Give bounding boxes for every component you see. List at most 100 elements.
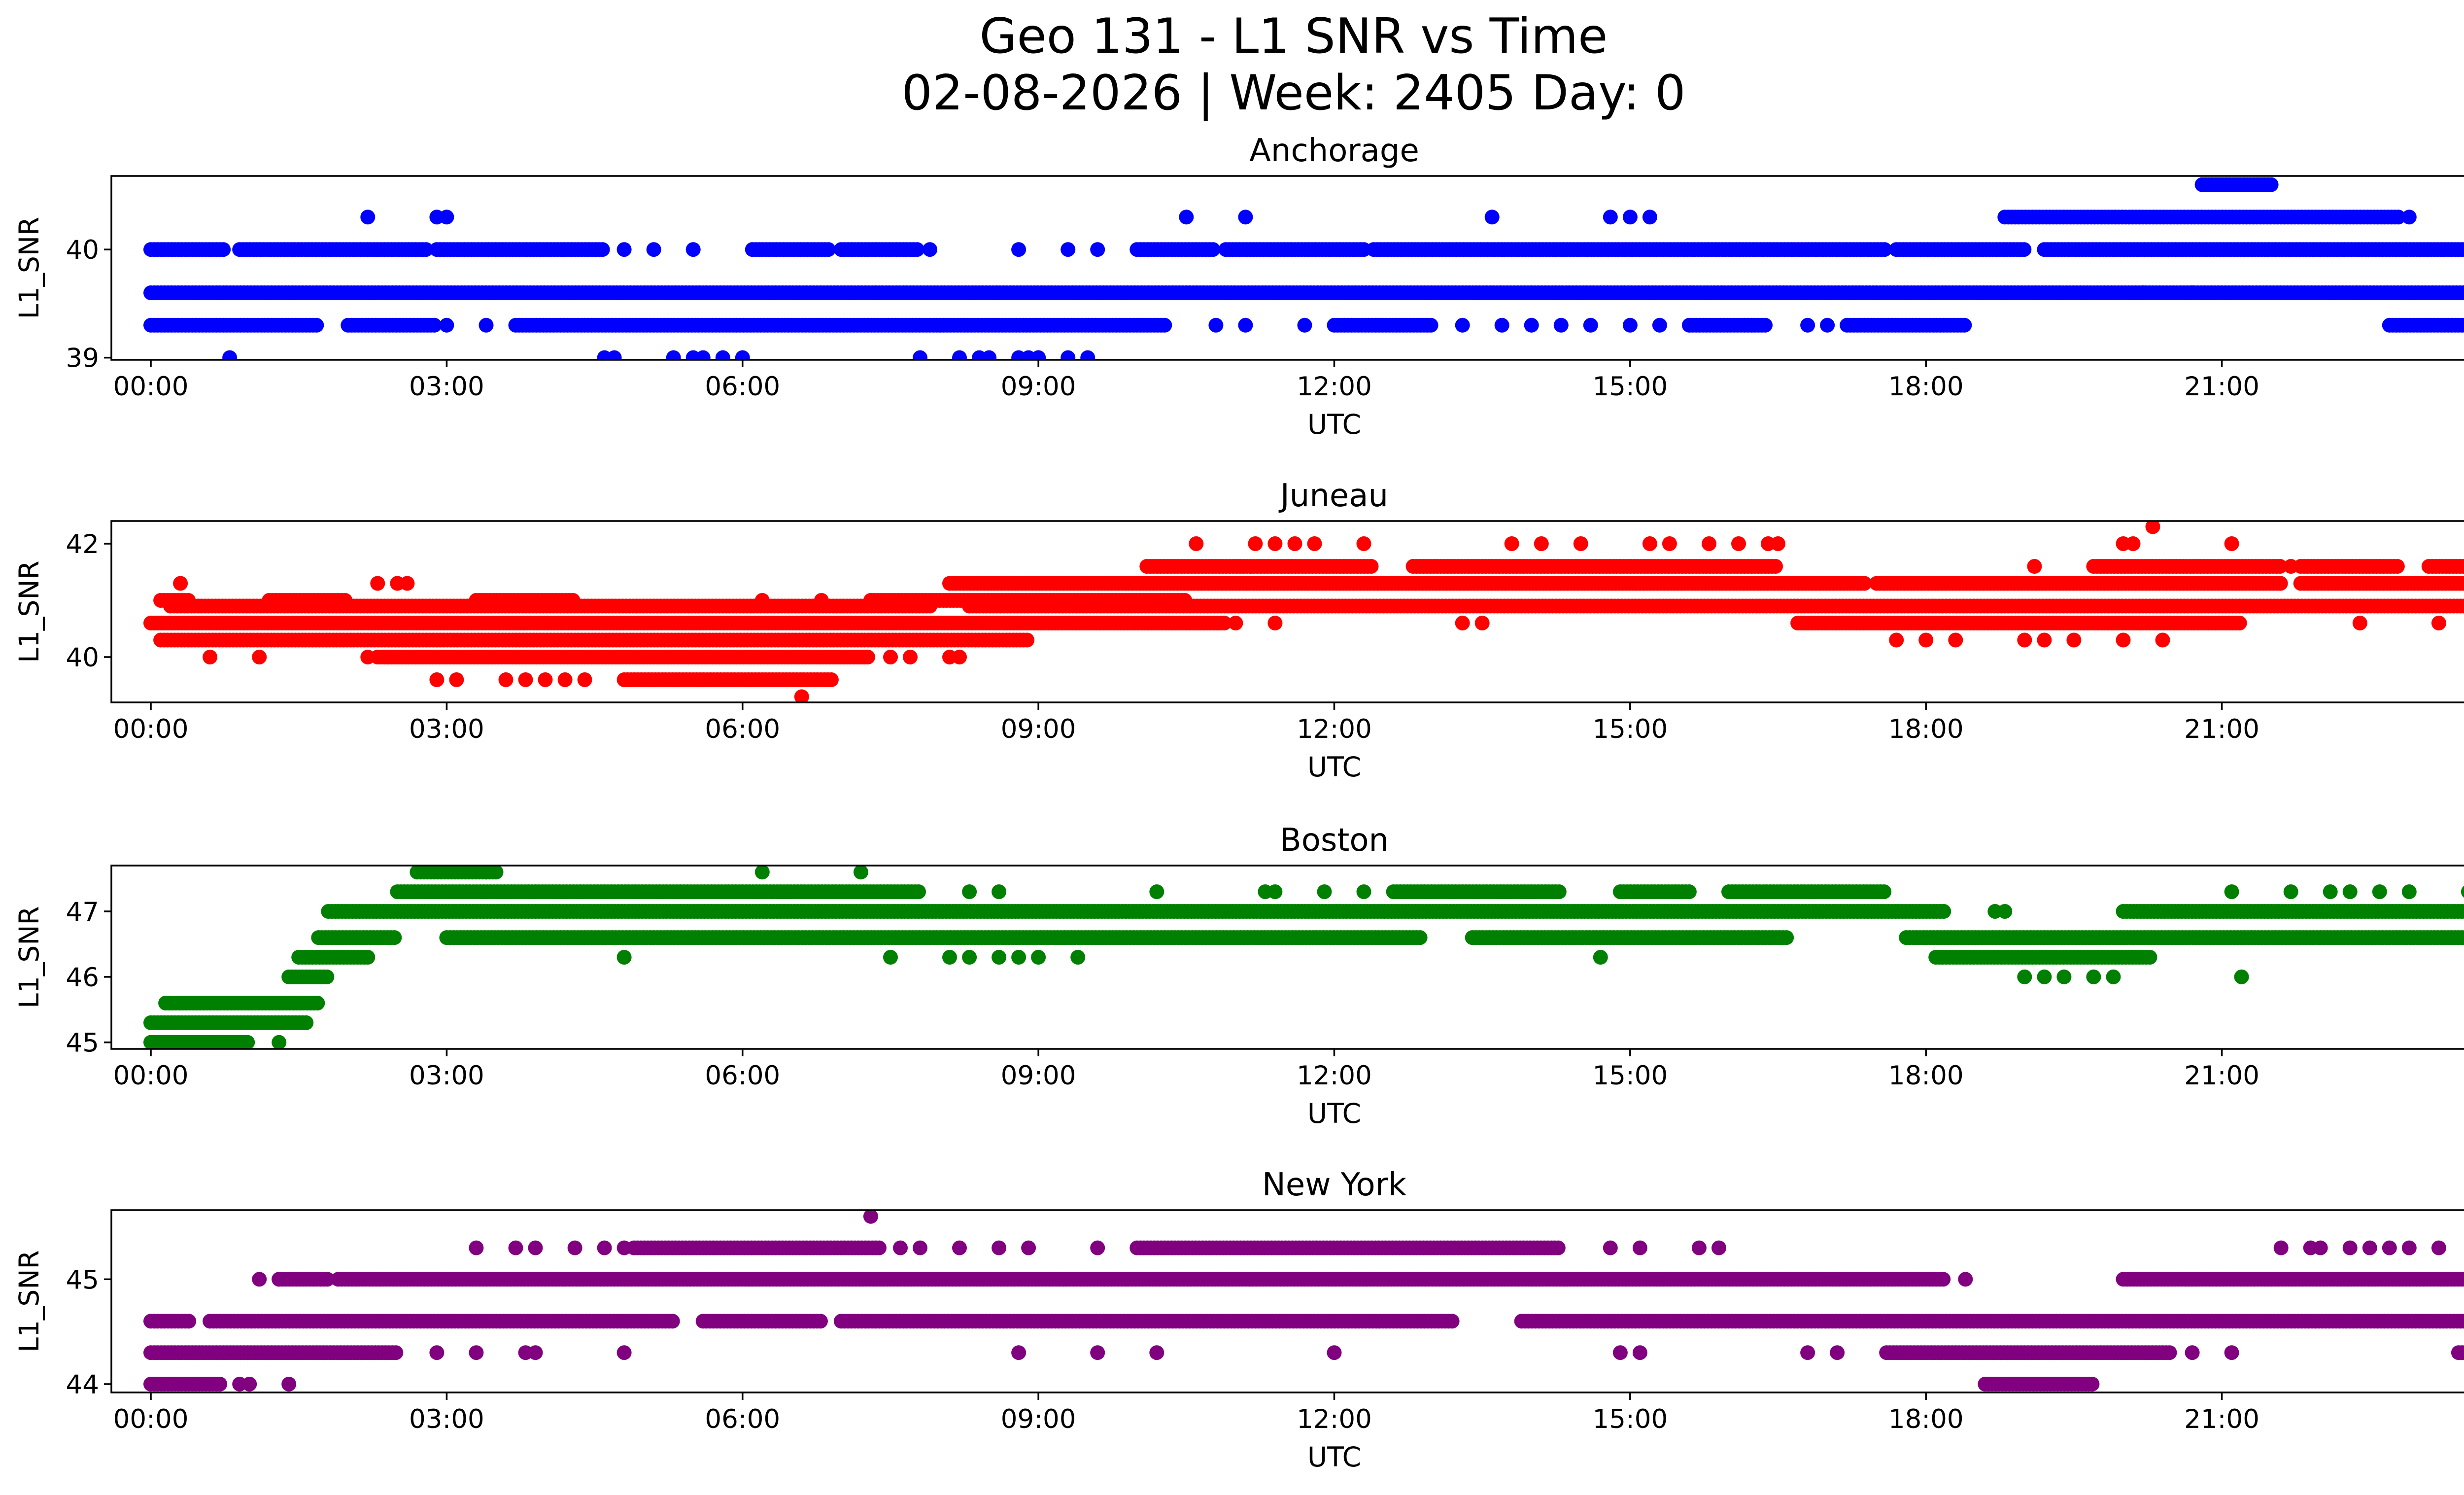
data-point bbox=[794, 689, 809, 702]
x-tick-label: 12:00 bbox=[1297, 372, 1372, 402]
figure-title-line2: 02-08-2026 | Week: 2405 Day: 0 bbox=[902, 65, 1686, 121]
data-point bbox=[1455, 317, 1470, 333]
data-point bbox=[427, 317, 442, 333]
data-point bbox=[1267, 536, 1283, 551]
data-point bbox=[1455, 616, 1470, 630]
data-point bbox=[685, 242, 701, 257]
data-point bbox=[1205, 242, 1221, 257]
data-point bbox=[1889, 632, 1904, 648]
data-point bbox=[913, 350, 927, 360]
data-point bbox=[2459, 559, 2464, 573]
anchorage-x-axis-label: UTC bbox=[1307, 409, 1361, 440]
data-point bbox=[923, 242, 937, 257]
data-point bbox=[2462, 579, 2464, 588]
data-point bbox=[400, 576, 415, 591]
x-tick-label: 15:00 bbox=[1592, 372, 1668, 402]
data-point bbox=[595, 242, 610, 257]
data-point bbox=[360, 950, 376, 965]
data-point bbox=[952, 650, 967, 664]
data-point bbox=[439, 209, 454, 225]
data-point bbox=[557, 672, 573, 687]
data-point bbox=[695, 350, 711, 360]
data-point bbox=[1189, 536, 1204, 551]
data-point bbox=[1642, 209, 1657, 225]
data-point bbox=[2283, 559, 2298, 574]
data-point bbox=[2017, 632, 2032, 648]
data-point bbox=[982, 350, 997, 360]
data-point bbox=[429, 672, 445, 687]
data-point bbox=[2352, 616, 2367, 630]
data-point bbox=[1061, 242, 1076, 257]
data-point bbox=[518, 672, 533, 687]
data-point bbox=[1494, 317, 1509, 333]
data-point bbox=[418, 242, 434, 257]
data-point bbox=[370, 576, 385, 591]
x-tick-label: 09:00 bbox=[1001, 372, 1076, 402]
y-tick-label: 40 bbox=[66, 235, 99, 265]
data-point bbox=[1307, 536, 1322, 551]
data-point bbox=[565, 593, 581, 608]
anchorage-markers bbox=[143, 177, 2464, 360]
data-point bbox=[538, 672, 553, 687]
data-point bbox=[240, 1035, 255, 1049]
x-tick-label: 21:00 bbox=[2184, 714, 2259, 744]
x-tick-label: 00:00 bbox=[113, 372, 189, 402]
boston-title: Boston bbox=[1280, 822, 1389, 859]
data-point bbox=[2273, 576, 2288, 591]
data-point bbox=[360, 209, 376, 225]
data-point bbox=[1768, 559, 1783, 574]
data-point bbox=[1177, 593, 1193, 608]
data-point bbox=[2145, 521, 2160, 534]
data-point bbox=[309, 317, 324, 333]
data-point bbox=[2461, 243, 2464, 255]
boston-markers bbox=[143, 866, 2464, 1049]
data-point bbox=[1731, 536, 1746, 551]
x-tick-label: 21:00 bbox=[2184, 372, 2259, 402]
data-point bbox=[666, 350, 681, 360]
data-point bbox=[1820, 317, 1835, 333]
juneau-y-axis-label: L1_SNR bbox=[13, 560, 45, 662]
data-point bbox=[1267, 616, 1283, 630]
y-tick-label: 42 bbox=[66, 529, 99, 559]
data-point bbox=[2185, 285, 2200, 300]
data-point bbox=[2431, 616, 2446, 630]
data-point bbox=[2116, 632, 2131, 648]
data-point bbox=[1583, 317, 1598, 333]
x-tick-label: 06:00 bbox=[705, 372, 780, 402]
anchorage-y-axis-label: L1_SNR bbox=[13, 217, 45, 319]
data-point bbox=[1642, 536, 1657, 551]
data-point bbox=[380, 650, 395, 664]
data-point bbox=[1573, 536, 1588, 551]
juneau-x-axis-label: UTC bbox=[1307, 751, 1361, 783]
x-tick-label: 15:00 bbox=[1592, 714, 1668, 744]
data-point bbox=[2125, 536, 2141, 551]
data-point bbox=[1364, 559, 1379, 574]
data-point bbox=[910, 242, 924, 257]
data-point bbox=[1771, 536, 1785, 551]
data-point bbox=[319, 969, 335, 984]
data-point bbox=[2390, 559, 2405, 574]
x-tick-label: 12:00 bbox=[1297, 714, 1372, 744]
data-point bbox=[2272, 559, 2288, 574]
figure-title-line1: Geo 131 - L1 SNR vs Time bbox=[980, 8, 1608, 65]
data-point bbox=[1208, 317, 1224, 333]
data-point bbox=[2037, 632, 2052, 648]
data-point bbox=[1652, 317, 1667, 333]
data-point bbox=[607, 350, 622, 360]
data-point bbox=[1504, 536, 1519, 551]
data-point bbox=[735, 350, 750, 360]
data-point bbox=[814, 593, 829, 608]
data-point bbox=[1603, 209, 1618, 225]
data-point bbox=[2224, 536, 2239, 551]
data-point bbox=[952, 350, 967, 360]
data-point bbox=[1484, 209, 1500, 225]
data-point bbox=[821, 242, 836, 257]
data-point bbox=[903, 650, 918, 664]
data-point bbox=[1800, 317, 1815, 333]
data-point bbox=[1474, 616, 1490, 630]
data-point bbox=[1622, 317, 1638, 333]
data-point bbox=[2135, 285, 2151, 300]
data-point bbox=[173, 576, 188, 591]
